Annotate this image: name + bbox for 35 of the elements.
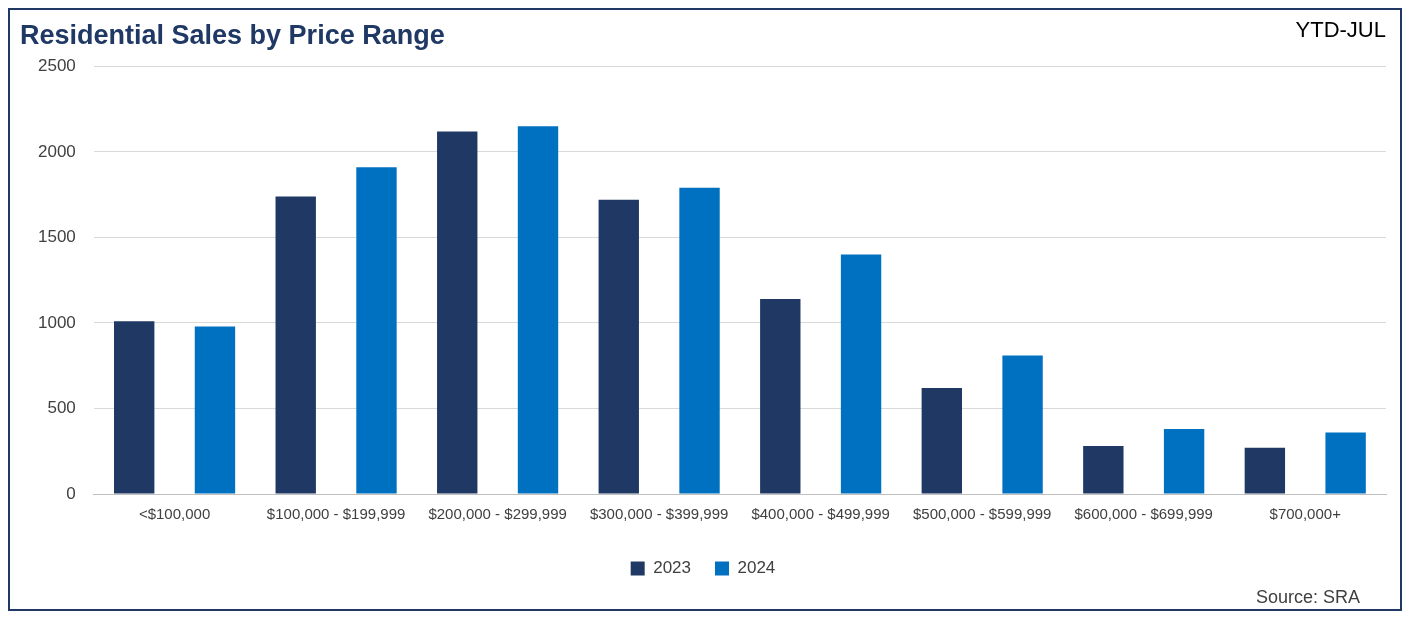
x-tick-label: $500,000 - $599,999 [912, 505, 1052, 523]
y-tick-label: 500 [47, 398, 76, 418]
bar [356, 167, 397, 494]
bar [679, 187, 720, 494]
legend-label: 2024 [737, 558, 776, 578]
bar [1002, 355, 1043, 494]
bar [840, 254, 882, 494]
y-tick-label: 0 [66, 483, 76, 503]
bar [1325, 432, 1366, 494]
x-tick-label: $100,000 - $199,999 [266, 505, 406, 523]
bar [275, 196, 316, 494]
y-tick-label: 2000 [37, 141, 76, 161]
bar [1163, 429, 1205, 494]
text: YTD-JUL [1295, 17, 1386, 43]
x-tick-label: $600,000 - $699,999 [1074, 505, 1213, 523]
bar [114, 321, 155, 494]
source-note: Source: SRA [1255, 586, 1360, 607]
bar [194, 326, 236, 494]
bar [1083, 446, 1124, 494]
bar [437, 131, 478, 494]
bar [921, 387, 962, 494]
x-tick-label: $300,000 - $399,999 [589, 505, 729, 523]
x-tick-label: $700,000+ [1269, 505, 1342, 523]
legend-label: 2023 [653, 558, 692, 578]
y-tick-label: 1000 [37, 312, 76, 332]
bar [1244, 447, 1286, 494]
x-tick-label: <$100,000 [138, 505, 211, 523]
bar [517, 126, 559, 494]
x-tick-label: $200,000 - $299,999 [428, 505, 567, 523]
bar [598, 199, 639, 494]
y-tick-label: 2500 [37, 56, 76, 76]
chart-title: Residential Sales by Price Range [20, 19, 445, 50]
bar [760, 299, 801, 494]
x-tick-label: $400,000 - $499,999 [751, 505, 890, 523]
y-tick-label: 1500 [37, 227, 76, 247]
